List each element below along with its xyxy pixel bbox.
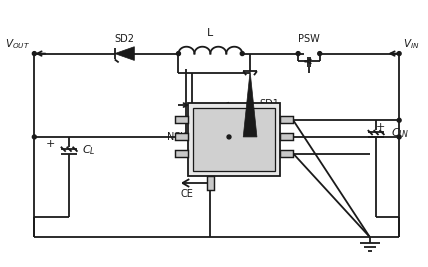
Text: CE: CE	[181, 189, 193, 199]
Circle shape	[33, 135, 36, 139]
Circle shape	[318, 52, 322, 56]
Text: $V_{OUT}$: $V_{OUT}$	[6, 37, 30, 51]
Bar	[279, 133, 293, 140]
Bar	[279, 150, 293, 156]
Bar	[279, 116, 293, 123]
Text: SD2: SD2	[115, 34, 134, 44]
Circle shape	[176, 52, 181, 56]
Text: NSW: NSW	[167, 132, 190, 142]
Text: $C_L$: $C_L$	[82, 143, 96, 157]
Circle shape	[397, 135, 401, 139]
Polygon shape	[243, 71, 257, 137]
Circle shape	[296, 52, 300, 56]
Circle shape	[397, 52, 401, 56]
Text: PSW: PSW	[298, 34, 320, 44]
Text: +: +	[45, 139, 55, 149]
Bar	[175, 133, 188, 140]
Circle shape	[227, 135, 231, 139]
Polygon shape	[115, 47, 134, 60]
Circle shape	[33, 52, 36, 56]
Text: $V_{IN}$: $V_{IN}$	[403, 37, 419, 51]
Bar	[207, 176, 214, 190]
Bar	[175, 116, 188, 123]
Bar	[188, 103, 279, 176]
Circle shape	[397, 118, 401, 122]
Circle shape	[240, 52, 244, 56]
Text: SD1: SD1	[259, 99, 279, 109]
Text: L: L	[207, 28, 214, 38]
Text: +: +	[376, 122, 385, 132]
Bar	[193, 108, 275, 171]
Bar	[175, 150, 188, 156]
Text: $C_{IN}$: $C_{IN}$	[391, 127, 409, 140]
